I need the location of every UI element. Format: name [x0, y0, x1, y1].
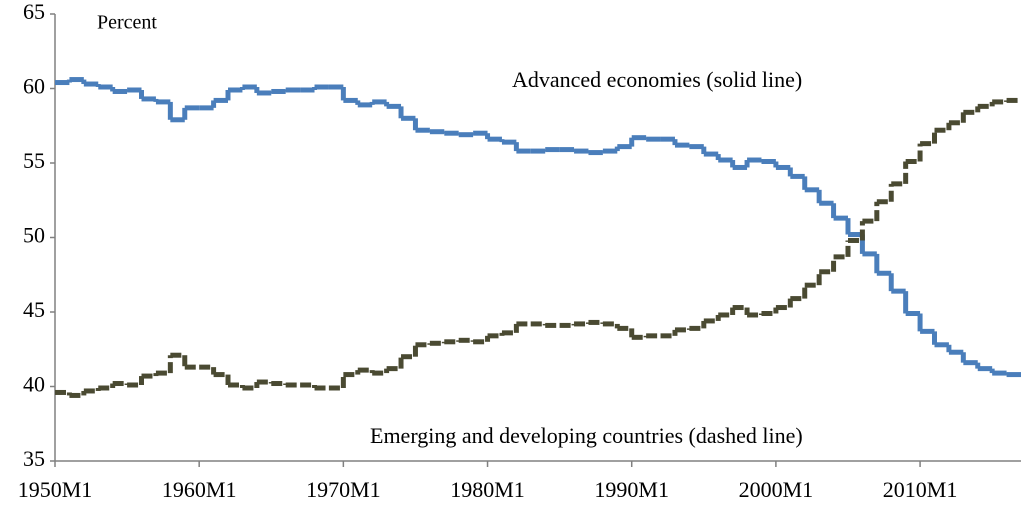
x-tick-label: 1970M1 [306, 477, 381, 502]
x-tick-label: 2000M1 [739, 477, 814, 502]
y-tick-label: 55 [23, 148, 45, 173]
y-axis-label: Percent [97, 12, 157, 34]
series-line [55, 97, 1021, 398]
x-tick-label: 1960M1 [162, 477, 237, 502]
x-tick-label: 2010M1 [883, 477, 958, 502]
series-line [55, 77, 1021, 378]
y-tick-label: 35 [23, 446, 45, 471]
y-tick-label: 40 [23, 372, 45, 397]
series-label: Advanced economies (solid line) [512, 67, 802, 92]
x-tick-label: 1980M1 [450, 477, 525, 502]
y-tick-label: 50 [23, 223, 45, 248]
series-label: Emerging and developing countries (dashe… [370, 423, 803, 448]
x-tick-label: 1990M1 [594, 477, 669, 502]
y-tick-label: 60 [23, 74, 45, 99]
x-tick-label: 1950M1 [18, 477, 93, 502]
y-tick-label: 65 [23, 0, 45, 24]
y-tick-label: 45 [23, 297, 45, 322]
